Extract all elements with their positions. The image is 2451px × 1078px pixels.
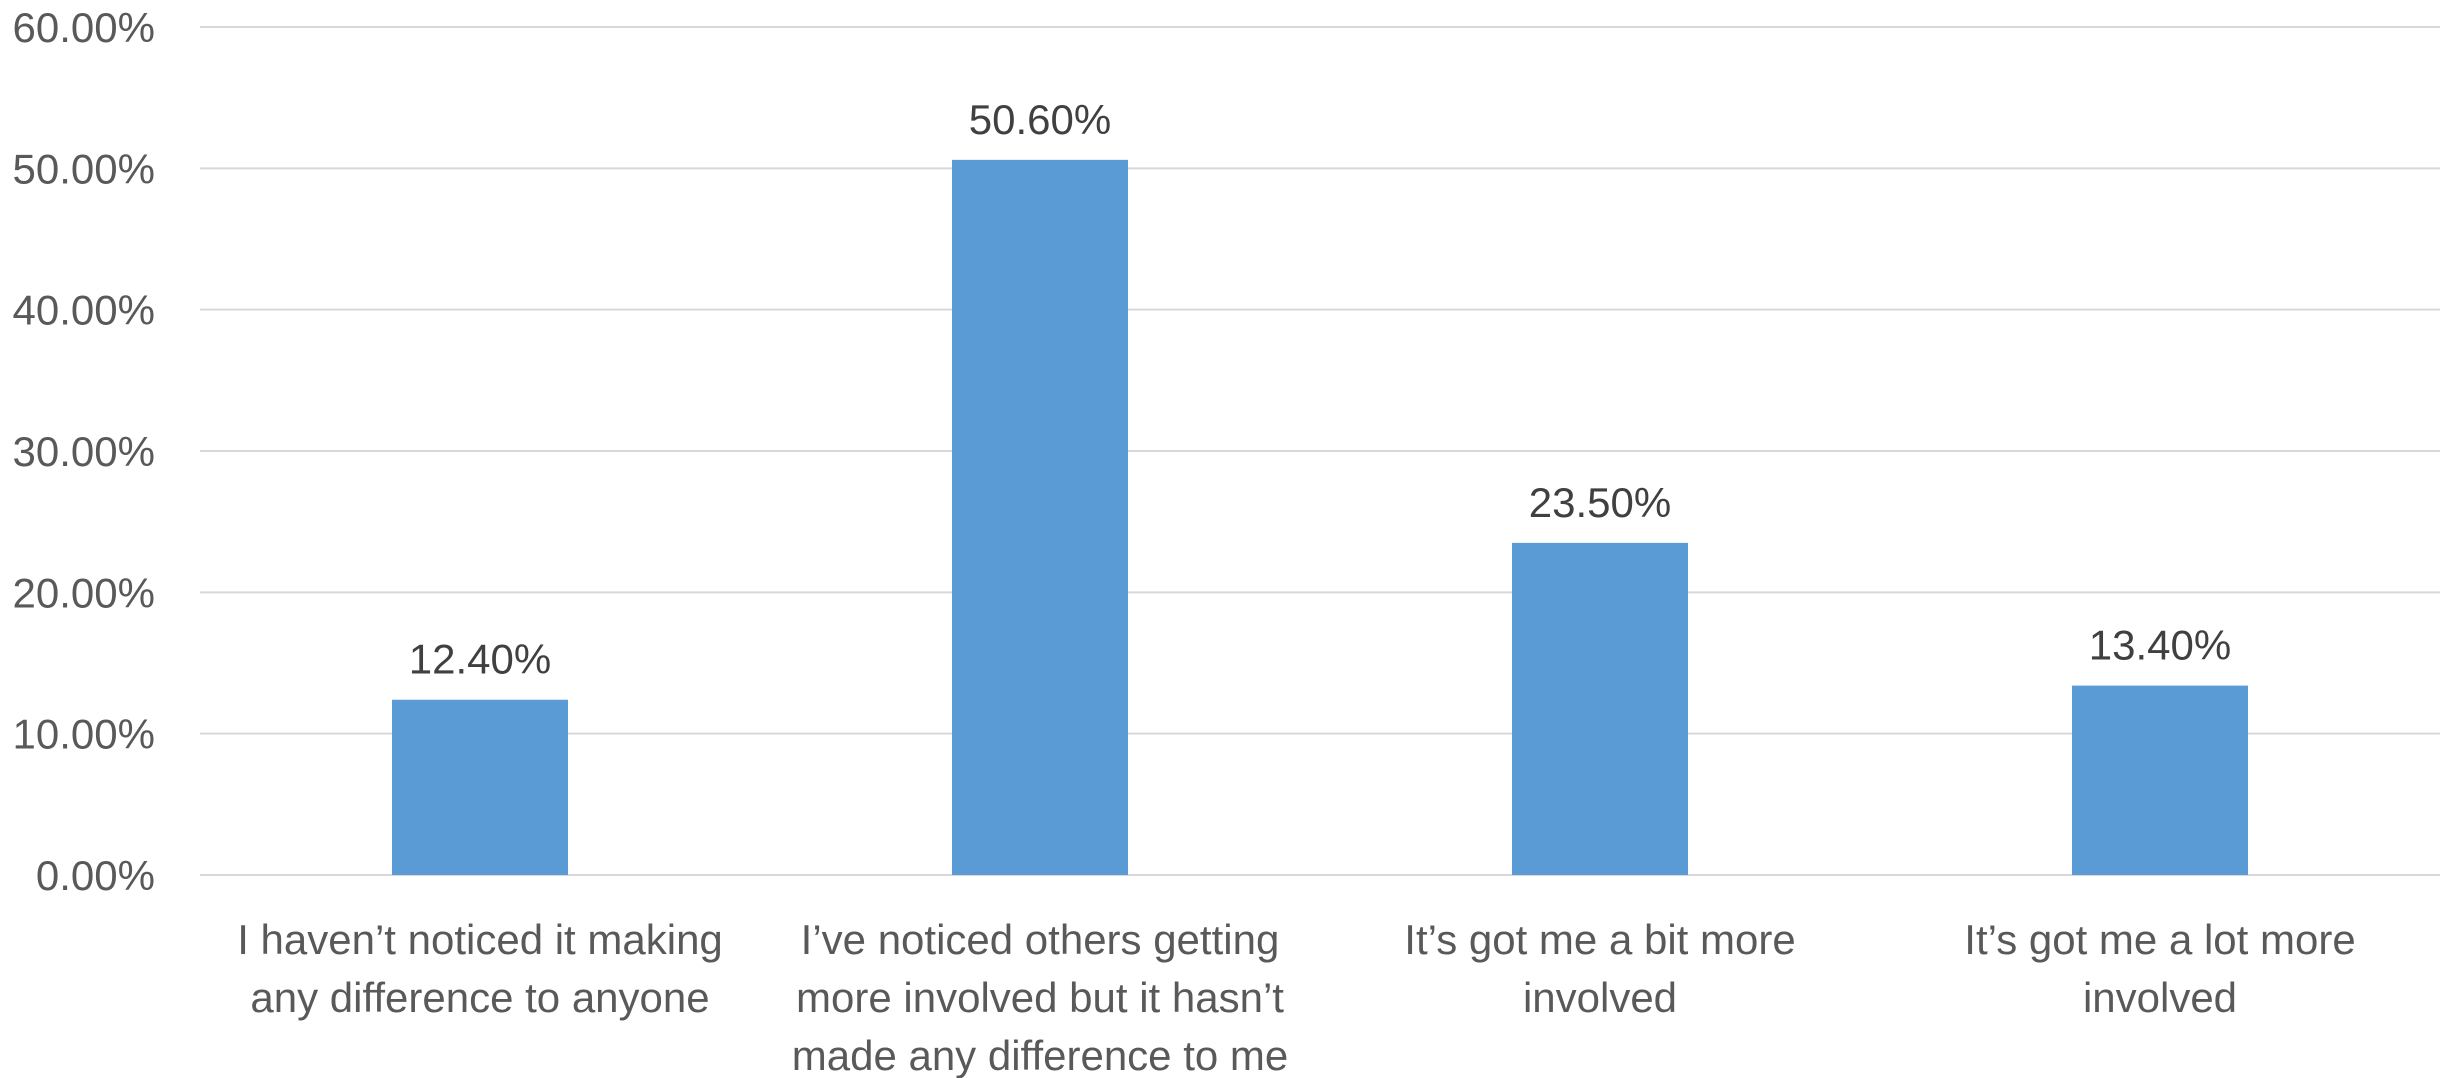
y-tick-label: 50.00% [13, 145, 155, 192]
data-label: 23.50% [1529, 479, 1671, 526]
x-category-label-line: more involved but it hasn’t [796, 974, 1284, 1021]
x-category-label: I’ve noticed others getting more involved… [792, 916, 1289, 1078]
y-tick-label: 30.00% [13, 428, 155, 475]
x-category-label-line: I’ve noticed others getting [801, 916, 1280, 963]
x-category-label-line: It’s got me a lot more [1964, 916, 2355, 963]
x-axis-category-labels: I haven’t noticed it making any differenc… [237, 916, 2356, 1078]
gridlines [200, 26, 2440, 876]
x-category-label: It’s got me a lot more involved [1964, 916, 2355, 1021]
x-category-label: It’s got me a bit more involved [1404, 916, 1795, 1021]
x-category-label-line: involved [1523, 974, 1677, 1021]
data-label: 12.40% [409, 636, 551, 683]
y-axis-tick-labels: 0.00% 10.00% 20.00% 30.00% 40.00% 50.00% 60.00… [13, 4, 155, 899]
data-label: 50.60% [969, 96, 1111, 143]
x-category-label-line: any difference to anyone [250, 974, 709, 1021]
y-tick-label: 40.00% [13, 287, 155, 334]
data-labels: 12.40% 50.60% 23.50% 13.40% [409, 96, 2231, 683]
x-category-label-line: involved [2083, 974, 2237, 1021]
bar [1512, 542, 1688, 875]
bar [392, 699, 568, 875]
y-tick-label: 0.00% [36, 852, 155, 899]
y-tick-label: 10.00% [13, 711, 155, 758]
y-tick-label: 20.00% [13, 569, 155, 616]
y-tick-label: 60.00% [13, 4, 155, 51]
x-category-label-line: I haven’t noticed it making [237, 916, 723, 963]
bars [392, 159, 2248, 875]
data-label: 13.40% [2089, 622, 2231, 669]
bar [952, 159, 1128, 875]
x-category-label-line: It’s got me a bit more [1404, 916, 1795, 963]
x-category-label-line: made any difference to me [792, 1032, 1289, 1078]
x-category-label: I haven’t noticed it making any differenc… [237, 916, 723, 1021]
bar [2072, 685, 2248, 875]
